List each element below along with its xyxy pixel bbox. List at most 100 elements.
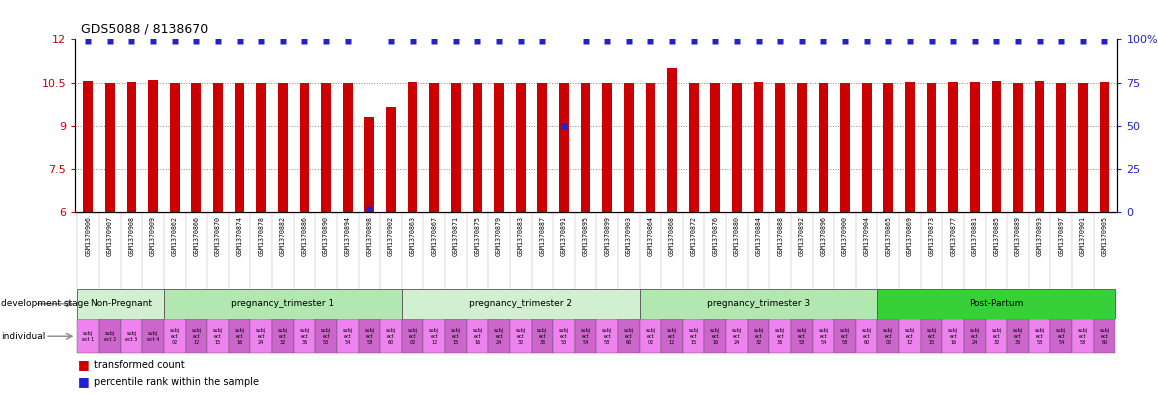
Text: GSM1370865: GSM1370865: [885, 216, 892, 256]
Text: GSM1370875: GSM1370875: [475, 216, 481, 256]
Text: Non-Pregnant: Non-Pregnant: [89, 299, 152, 308]
Bar: [1007, 320, 1028, 353]
Text: GSM1370889: GSM1370889: [1016, 216, 1021, 256]
Bar: [683, 320, 704, 353]
Text: subj
ect
58: subj ect 58: [602, 328, 613, 345]
Text: GSM1370874: GSM1370874: [236, 216, 242, 256]
Bar: [78, 320, 100, 353]
Text: subj
ect
02: subj ect 02: [884, 328, 893, 345]
Text: GSM1370881: GSM1370881: [972, 216, 977, 256]
Bar: [596, 320, 618, 353]
Bar: [537, 83, 548, 212]
Text: Post-Partum: Post-Partum: [969, 299, 1024, 308]
Bar: [1050, 320, 1072, 353]
Bar: [386, 107, 396, 212]
Bar: [554, 320, 574, 353]
Bar: [250, 320, 272, 353]
Bar: [813, 320, 834, 353]
Text: GSM1370897: GSM1370897: [1058, 216, 1064, 256]
Text: ■: ■: [78, 358, 89, 371]
Text: subj
ect 3: subj ect 3: [125, 331, 138, 342]
Text: GSM1370899: GSM1370899: [604, 216, 610, 256]
Text: GSM1370905: GSM1370905: [1101, 216, 1107, 256]
Text: subj
ect
58: subj ect 58: [1078, 328, 1087, 345]
Bar: [170, 83, 179, 212]
Bar: [164, 320, 185, 353]
Text: GSM1370866: GSM1370866: [193, 216, 199, 256]
Text: subj
ect
60: subj ect 60: [1099, 328, 1109, 345]
Bar: [559, 83, 569, 212]
Bar: [402, 289, 639, 319]
Bar: [884, 83, 893, 212]
Text: GSM1370896: GSM1370896: [820, 216, 827, 256]
Text: subj
ect
36: subj ect 36: [1013, 328, 1023, 345]
Text: GSM1370891: GSM1370891: [560, 216, 567, 256]
Text: GSM1370892: GSM1370892: [799, 216, 805, 256]
Text: individual: individual: [1, 332, 45, 341]
Bar: [618, 320, 639, 353]
Text: GSM1370878: GSM1370878: [258, 216, 264, 256]
Text: GSM1370907: GSM1370907: [107, 216, 112, 256]
Bar: [602, 83, 613, 212]
Bar: [624, 83, 633, 212]
Bar: [142, 320, 164, 353]
Bar: [300, 83, 309, 212]
Bar: [856, 320, 878, 353]
Bar: [294, 320, 315, 353]
Text: subj
ect
15: subj ect 15: [213, 328, 223, 345]
Text: GSM1370879: GSM1370879: [496, 216, 503, 256]
Bar: [450, 83, 461, 212]
Bar: [819, 83, 828, 212]
Text: subj
ect
60: subj ect 60: [862, 328, 872, 345]
Text: subj
ect
32: subj ect 32: [278, 328, 288, 345]
Bar: [726, 320, 748, 353]
Text: GSM1370885: GSM1370885: [994, 216, 999, 256]
Bar: [580, 83, 591, 212]
Text: subj
ect
16: subj ect 16: [472, 328, 483, 345]
Bar: [532, 320, 554, 353]
Text: subj
ect
32: subj ect 32: [991, 328, 1002, 345]
Bar: [1028, 320, 1050, 353]
Text: GSM1370895: GSM1370895: [582, 216, 588, 256]
Text: GSM1370898: GSM1370898: [366, 216, 373, 256]
Bar: [769, 320, 791, 353]
Bar: [489, 320, 510, 353]
Bar: [970, 82, 980, 212]
Bar: [343, 83, 352, 212]
Text: subj
ect
53: subj ect 53: [797, 328, 807, 345]
Text: subj
ect
24: subj ect 24: [732, 328, 742, 345]
Bar: [472, 83, 483, 212]
Bar: [1056, 83, 1067, 212]
Text: subj
ect
02: subj ect 02: [170, 328, 179, 345]
Bar: [943, 320, 963, 353]
Bar: [321, 83, 331, 212]
Text: subj
ect
36: subj ect 36: [775, 328, 785, 345]
Bar: [704, 320, 726, 353]
Text: GSM1370863: GSM1370863: [410, 216, 416, 256]
Bar: [797, 83, 807, 212]
Bar: [83, 81, 93, 212]
Bar: [256, 83, 266, 212]
Text: GSM1370887: GSM1370887: [540, 216, 545, 256]
Bar: [445, 320, 467, 353]
Text: GSM1370886: GSM1370886: [301, 216, 308, 256]
Text: subj
ect
58: subj ect 58: [840, 328, 850, 345]
Bar: [732, 83, 742, 212]
Text: GSM1370872: GSM1370872: [690, 216, 697, 256]
Bar: [574, 320, 596, 353]
Text: pregnancy_trimester 2: pregnancy_trimester 2: [469, 299, 572, 308]
Text: subj
ect
02: subj ect 02: [408, 328, 418, 345]
Bar: [710, 83, 720, 212]
Bar: [148, 80, 157, 212]
Bar: [315, 320, 337, 353]
Text: subj
ect
02: subj ect 02: [645, 328, 655, 345]
Bar: [430, 83, 439, 212]
Text: GSM1370867: GSM1370867: [431, 216, 438, 256]
Text: GSM1370883: GSM1370883: [518, 216, 523, 256]
Text: GSM1370890: GSM1370890: [323, 216, 329, 256]
Bar: [899, 320, 921, 353]
Bar: [191, 83, 201, 212]
Text: pregnancy_trimester 3: pregnancy_trimester 3: [708, 299, 811, 308]
Bar: [100, 320, 120, 353]
Text: GSM1370906: GSM1370906: [86, 216, 91, 256]
